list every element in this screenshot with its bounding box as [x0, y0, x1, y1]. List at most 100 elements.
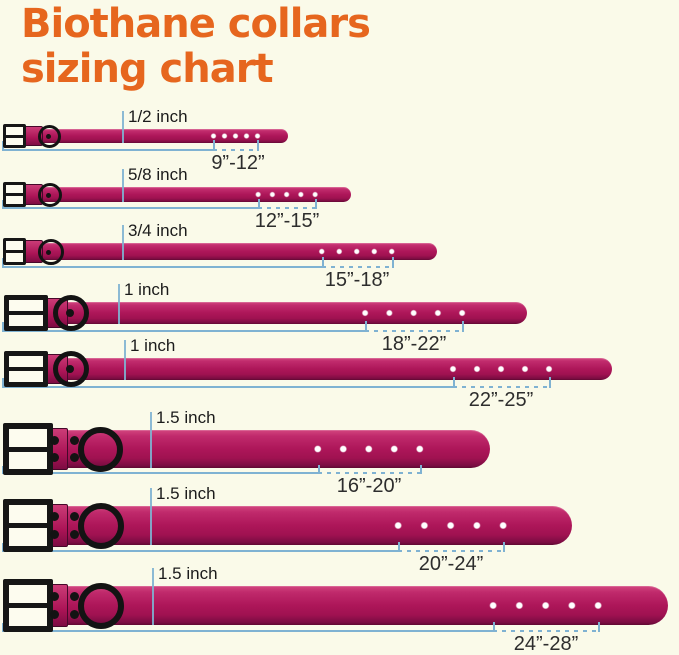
width-indicator-line — [152, 568, 154, 625]
width-label: 1 inch — [124, 280, 170, 299]
measure-bracket-tick-start — [322, 257, 324, 268]
rivet-icon — [46, 134, 51, 139]
measure-bracket-tick-end — [315, 199, 317, 209]
collar-row-five-eighths-inch: 5/8 inch 12”-15” — [0, 166, 679, 231]
measure-bracket-left — [2, 322, 4, 332]
measure-bracket-tick-end — [392, 257, 394, 268]
rivet-icon — [50, 453, 59, 462]
width-indicator-line — [150, 412, 152, 468]
rivet-icon — [70, 453, 79, 462]
collar-row-one-inch-b: 1 inch 22”-25” — [0, 337, 679, 410]
d-ring-icon — [38, 124, 61, 148]
size-range-label: 16”-20” — [336, 475, 402, 497]
measure-bracket-line — [2, 330, 365, 332]
buckle-frame-icon — [3, 499, 53, 552]
collar-holes — [305, 430, 433, 468]
width-label: 1.5 inch — [156, 484, 216, 503]
rivet-icon — [50, 512, 59, 521]
measure-bracket-tick-end — [598, 622, 600, 632]
collar-row-one-and-half-inch-b: 1.5 inch 20”-24” — [0, 485, 679, 574]
measure-bracket-tick-end — [462, 321, 464, 332]
d-ring-icon — [53, 351, 89, 387]
d-ring-icon — [38, 238, 64, 265]
rivet-icon — [50, 592, 59, 601]
buckle-frame-icon — [3, 124, 26, 148]
width-indicator-line — [122, 111, 124, 143]
size-range-label: 15”-18” — [324, 269, 390, 291]
buckle-frame-icon — [3, 238, 26, 265]
measure-bracket-tick-start — [365, 321, 367, 332]
size-range-label: 24”-28” — [513, 633, 579, 655]
width-indicator-line — [122, 225, 124, 260]
rivet-icon — [50, 610, 59, 619]
measure-bracket-line — [2, 386, 453, 388]
width-indicator-line — [150, 488, 152, 545]
measure-bracket-dashed — [365, 330, 462, 332]
measure-bracket-tick-start — [318, 465, 320, 474]
size-range-label: 12”-15” — [254, 210, 320, 232]
collar-row-one-and-half-inch-a: 1.5 inch 16”-20” — [0, 409, 679, 496]
size-range-label: 9”-12” — [211, 152, 265, 174]
width-label: 1/2 inch — [128, 107, 188, 126]
size-range-label: 20”-24” — [418, 553, 484, 575]
measure-bracket-tick-start — [398, 542, 400, 552]
measure-bracket-line — [2, 207, 258, 209]
collar-row-half-inch: 1/2 inch 9”-12” — [0, 108, 679, 173]
measure-bracket-dashed — [398, 550, 503, 552]
rivet-icon — [70, 592, 79, 601]
collar-holes — [250, 187, 323, 202]
rivet-icon — [70, 436, 79, 445]
width-indicator-line — [118, 284, 120, 324]
measure-bracket-tick-end — [549, 377, 551, 388]
rivet-icon — [70, 512, 79, 521]
size-range-label: 22”-25” — [468, 389, 534, 411]
page-title: Biothane collars sizing chart — [21, 1, 371, 93]
width-label: 1.5 inch — [156, 408, 216, 427]
collar-holes — [441, 358, 561, 380]
collar-holes — [313, 243, 401, 260]
rivet-icon — [50, 436, 59, 445]
rivet-icon — [70, 610, 79, 619]
width-indicator-line — [122, 169, 124, 202]
rivet-icon — [46, 192, 51, 198]
measure-bracket-line — [2, 472, 318, 474]
d-ring-icon — [38, 182, 62, 207]
measure-bracket-line — [2, 266, 322, 268]
measure-bracket-tick-start — [453, 377, 455, 388]
collar-holes — [207, 129, 263, 143]
width-label: 1.5 inch — [158, 564, 218, 583]
collar-holes — [384, 506, 517, 545]
collar-holes — [352, 302, 475, 324]
measure-bracket-dashed — [213, 149, 257, 151]
measure-bracket-dashed — [318, 472, 420, 474]
page-title-line2: sizing chart — [21, 46, 274, 93]
collar-row-three-quarter-inch: 3/4 inch 15”-18” — [0, 222, 679, 290]
rivet-icon — [70, 530, 79, 539]
rivet-icon — [66, 365, 74, 373]
width-label: 5/8 inch — [128, 165, 188, 184]
measure-bracket-left — [2, 378, 4, 388]
rivet-icon — [50, 530, 59, 539]
d-ring-icon — [78, 502, 124, 549]
measure-bracket-tick-end — [420, 465, 422, 474]
size-range-label: 18”-22” — [381, 333, 447, 355]
width-indicator-line — [124, 340, 126, 380]
page-title-line1: Biothane collars — [21, 1, 371, 47]
measure-bracket-dashed — [322, 266, 392, 268]
measure-bracket-tick-start — [258, 199, 260, 209]
rivet-icon — [46, 249, 51, 255]
buckle-frame-icon — [3, 182, 26, 207]
rivet-icon — [66, 309, 74, 317]
measure-bracket-line — [2, 630, 493, 632]
collar-row-one-inch-a: 1 inch 18”-22” — [0, 281, 679, 354]
measure-bracket-dashed — [493, 630, 598, 632]
measure-bracket-tick-end — [503, 542, 505, 552]
width-label: 3/4 inch — [128, 221, 188, 240]
measure-bracket-dashed — [258, 207, 315, 209]
measure-bracket-dashed — [453, 386, 549, 388]
collar-row-one-and-half-inch-c: 1.5 inch 24”-28” — [0, 565, 679, 654]
measure-bracket-tick-end — [257, 140, 259, 151]
collar-holes — [479, 586, 612, 625]
measure-bracket-tick-start — [493, 622, 495, 632]
